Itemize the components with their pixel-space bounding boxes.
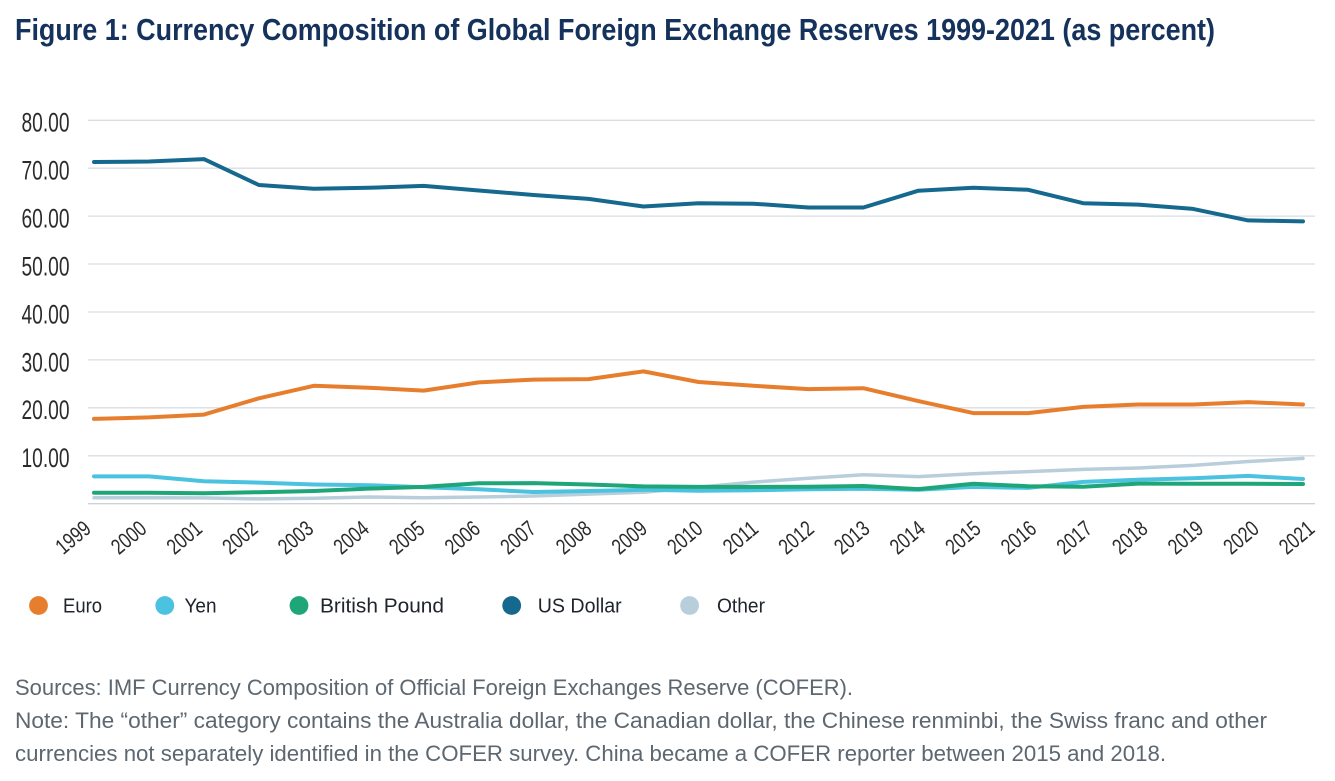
svg-text:60.00: 60.00 (22, 204, 70, 234)
svg-text:Figure 1: Currency Composition: Figure 1: Currency Composition of Global… (15, 12, 1215, 47)
svg-text:currencies not separately iden: currencies not separately identified in … (15, 741, 1166, 766)
svg-text:Note: The “other” category con: Note: The “other” category contains the … (15, 708, 1267, 733)
svg-text:British Pound: British Pound (320, 596, 444, 618)
svg-text:30.00: 30.00 (22, 347, 70, 377)
svg-text:Sources: IMF Currency Composit: Sources: IMF Currency Composition of Off… (15, 675, 853, 700)
svg-text:Other: Other (717, 596, 765, 618)
svg-text:40.00: 40.00 (22, 299, 70, 329)
svg-text:Yen: Yen (185, 596, 217, 618)
svg-text:US Dollar: US Dollar (538, 596, 622, 618)
svg-text:10.00: 10.00 (22, 443, 70, 473)
svg-text:Euro: Euro (63, 596, 102, 618)
svg-text:80.00: 80.00 (22, 108, 70, 138)
svg-text:70.00: 70.00 (22, 156, 70, 186)
svg-text:50.00: 50.00 (22, 251, 70, 281)
svg-text:20.00: 20.00 (22, 395, 70, 425)
